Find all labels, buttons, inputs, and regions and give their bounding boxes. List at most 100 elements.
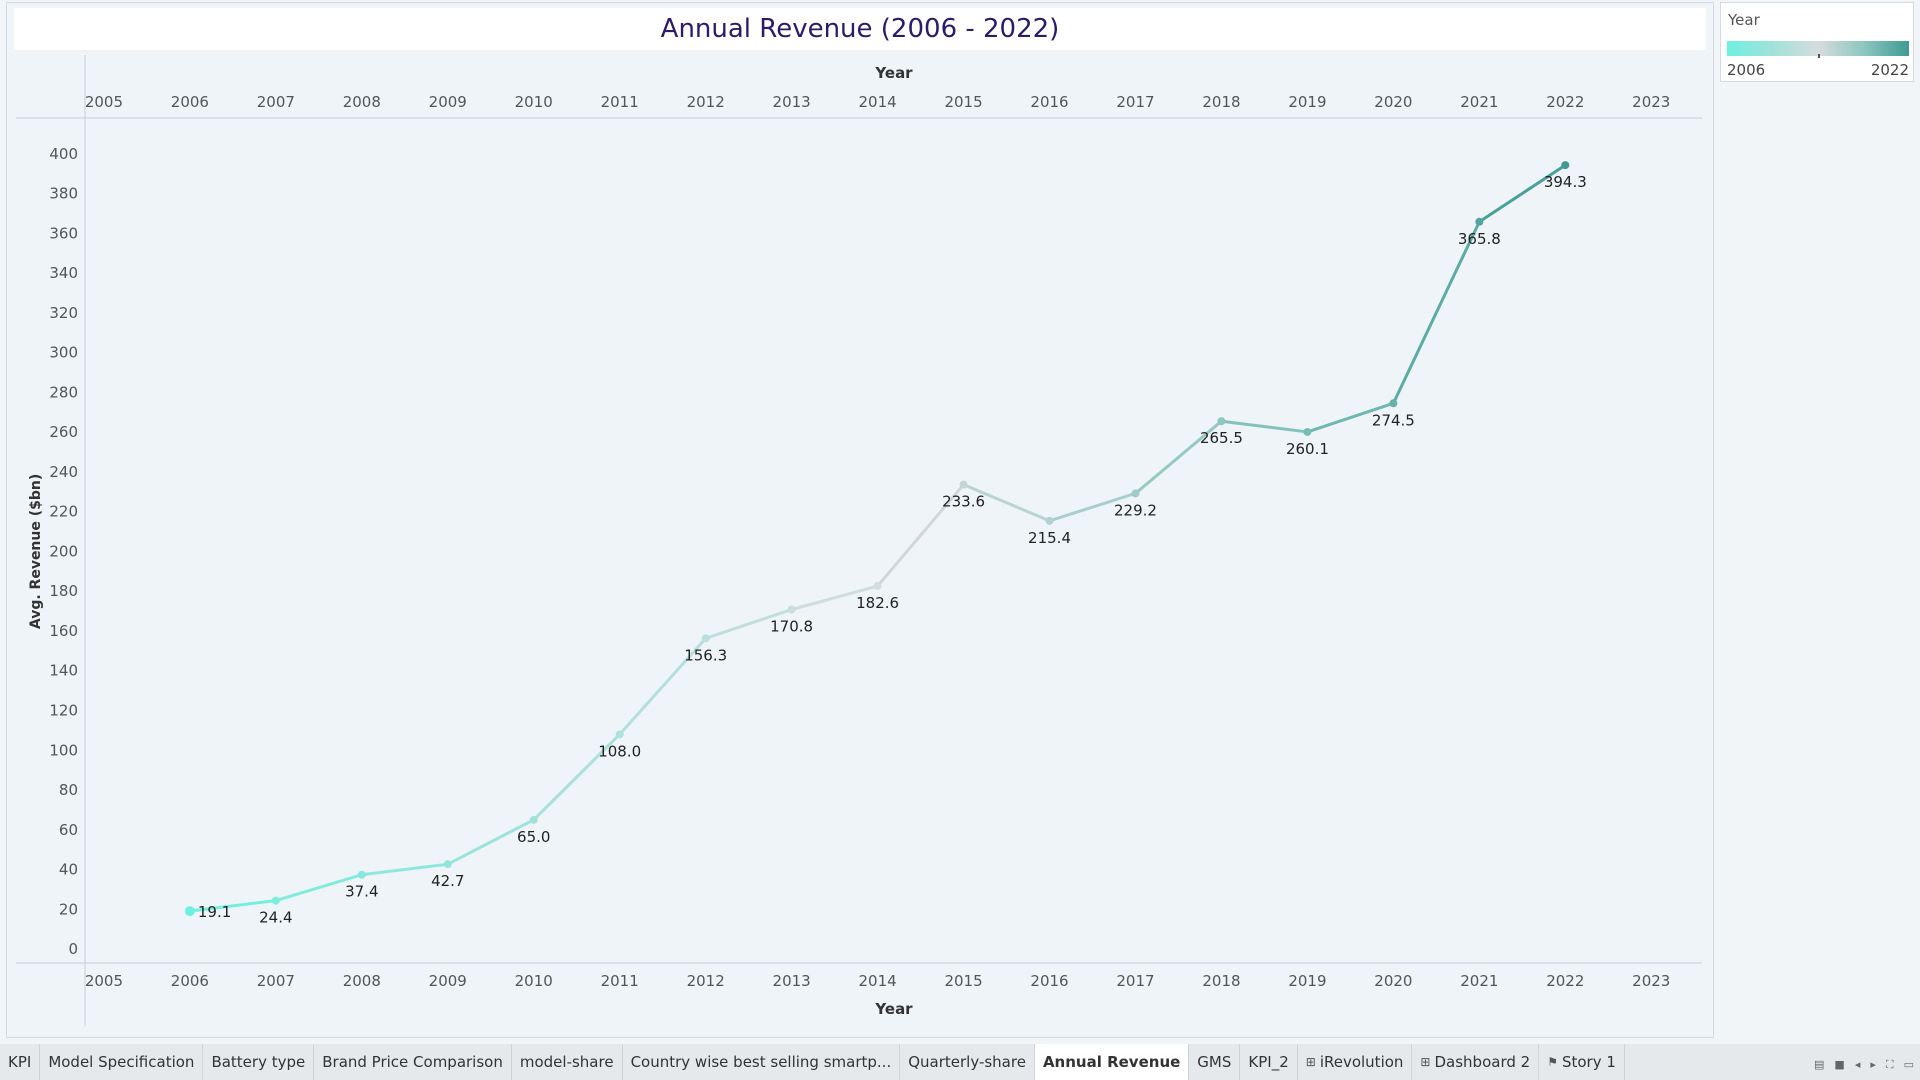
x-tick-label-bottom: 2013 [773,972,811,990]
worksheet-area [6,2,1714,1038]
y-tick-label: 280 [49,383,78,401]
line-segment [618,636,708,736]
y-tick-label: 400 [49,145,78,163]
data-point[interactable] [357,870,366,879]
tab-battery-type[interactable]: Battery type [203,1044,315,1080]
x-tick-label-top: 2021 [1460,93,1498,111]
data-point[interactable] [443,860,452,869]
tab-label: Dashboard 2 [1434,1053,1531,1071]
tab-kpi-2[interactable]: KPI_2 [1240,1044,1298,1080]
x-tick-label-top: 2020 [1374,93,1412,111]
line-segment [1048,491,1137,523]
tab-quarterly-share[interactable]: Quarterly-share [900,1044,1035,1080]
data-point[interactable] [959,480,968,489]
line-segment [704,607,794,640]
y-tick-label: 40 [59,861,78,879]
sheet-sorter-icon[interactable]: ▤ [1814,1058,1825,1071]
fullscreen-icon[interactable]: ⛶ [1885,1058,1894,1071]
y-tick-label: 220 [49,503,78,521]
x-tick-label-top: 2015 [944,93,982,111]
presentation-icon[interactable]: ▭ [1903,1058,1914,1071]
tab-country-wise-best-selling-smartp[interactable]: Country wise best selling smartp... [623,1044,901,1080]
data-point[interactable] [1389,399,1398,408]
x-tick-label-bottom: 2011 [601,972,639,990]
data-label: 265.5 [1200,429,1243,447]
data-point[interactable] [615,730,624,739]
tab-kpi[interactable]: KPI [0,1044,41,1080]
y-tick-label: 200 [49,542,78,560]
x-tick-label-bottom: 2022 [1546,972,1584,990]
x-tick-label-bottom: 2006 [171,972,209,990]
tab-label: Story 1 [1561,1053,1616,1071]
data-label: 394.3 [1544,173,1587,191]
y-tick-label: 20 [59,900,78,918]
x-tick-label-bottom: 2009 [429,972,467,990]
filmstrip-icon[interactable]: ■ [1834,1058,1845,1071]
data-label: 215.4 [1028,529,1071,547]
y-tick-label: 140 [49,662,78,680]
tab-label: KPI [8,1053,32,1071]
tab-annual-revenue[interactable]: Annual Revenue [1034,1044,1190,1080]
data-point[interactable] [1045,516,1054,525]
x-tick-label-top: 2017 [1116,93,1154,111]
data-point[interactable] [873,582,882,591]
tab-dashboard-2[interactable]: ⊞ Dashboard 2 [1412,1044,1540,1080]
tab-irevolution[interactable]: ⊞ iRevolution [1298,1044,1413,1080]
x-tick-label-top: 2016 [1030,93,1068,111]
data-point[interactable] [529,815,538,824]
data-point[interactable] [1303,427,1312,436]
line-segment [274,873,364,903]
legend-min-label: 2006 [1727,61,1766,79]
x-tick-label-bottom: 2005 [85,972,123,990]
data-label: 170.8 [770,617,813,635]
x-tick-label-bottom: 2014 [859,972,897,990]
line-chart: 2005 2005 2006 2006 2007 2007 2008 2008 2009 2009… [16,55,1702,1026]
story-icon: ⚑ [1547,1055,1558,1069]
data-point[interactable] [787,605,796,614]
x-tick-label-top: 2012 [687,93,725,111]
tab-gms[interactable]: GMS [1189,1044,1241,1080]
y-tick-label: 120 [49,701,78,719]
tab-label: Quarterly-share [908,1053,1026,1071]
legend-marker [1818,54,1820,58]
color-legend[interactable]: Year 2006 2022 [1720,2,1914,82]
tab-model-specification[interactable]: Model Specification [40,1044,204,1080]
x-tick-label-bottom: 2008 [343,972,381,990]
data-point[interactable] [701,634,710,643]
data-point[interactable] [1475,217,1484,226]
data-point[interactable] [1131,489,1140,498]
line-segment [360,862,450,877]
y-tick-label: 80 [59,781,78,799]
tab-label: model-share [519,1053,614,1071]
sheet-tab-bar: KPI Model Specification Battery type Brand … [0,1044,1920,1080]
data-point[interactable] [271,896,280,905]
x-tick-label-top: 2019 [1288,93,1326,111]
next-sheet-icon[interactable]: ▸ [1870,1058,1876,1071]
data-point[interactable] [1217,417,1226,426]
line-segment [1391,220,1481,405]
tab-label: Annual Revenue [1042,1053,1181,1071]
x-tick-label-top: 2023 [1632,93,1670,111]
prev-sheet-icon[interactable]: ◂ [1854,1058,1861,1071]
data-point[interactable] [1561,161,1570,170]
tab-model-share[interactable]: model-share [512,1044,623,1080]
y-tick-label: 360 [49,224,78,242]
line-segment [446,818,536,866]
x-tick-label-top: 2005 [85,93,123,111]
data-label: 182.6 [856,594,899,612]
chart-title: Annual Revenue (2006 - 2022) [660,14,1060,44]
line-segment [790,584,880,611]
sheet-navigation: ▤ ■ ◂ ▸ ⛶ ▭ [1814,1058,1914,1072]
y-tick-label: 260 [49,423,78,441]
legend-title: Year [1728,11,1760,29]
dashboard-icon: ⊞ [1305,1055,1316,1069]
line-segment [1477,163,1567,224]
x-tick-label-top: 2010 [515,93,553,111]
line-segment [962,483,1052,523]
data-label: 65.0 [517,828,550,846]
tab-story-1[interactable]: ⚑ Story 1 [1539,1044,1625,1080]
tab-label: Brand Price Comparison [322,1053,503,1071]
data-point[interactable] [184,906,195,917]
tab-brand-price-comparison[interactable]: Brand Price Comparison [314,1044,512,1080]
data-label: 260.1 [1286,440,1329,458]
